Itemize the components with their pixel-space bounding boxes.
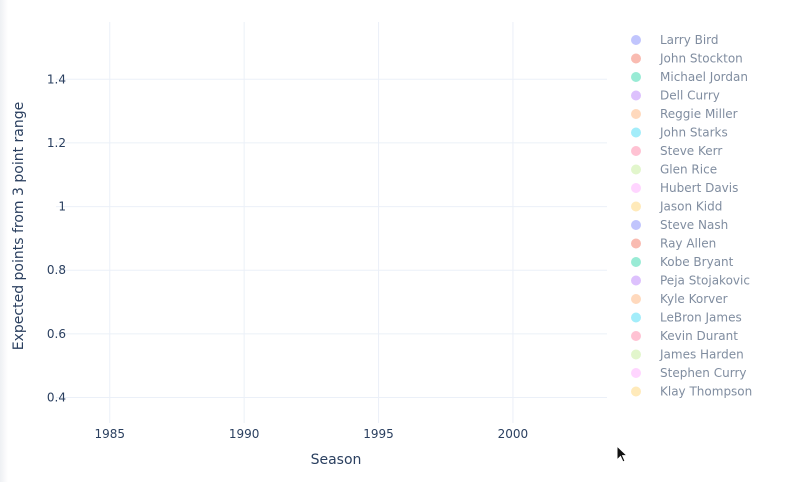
legend-label: Larry Bird <box>660 33 719 47</box>
legend-label: James Harden <box>659 348 744 362</box>
legend-marker <box>631 331 641 341</box>
legend-marker <box>631 349 641 360</box>
legend-label: John Stockton <box>659 52 743 66</box>
legend-item[interactable]: Reggie Miller <box>631 107 738 121</box>
legend-marker <box>631 53 641 64</box>
legend-item[interactable]: Kyle Korver <box>631 292 728 306</box>
legend-item[interactable]: Michael Jordan <box>631 70 748 84</box>
legend-label: Stephen Curry <box>660 366 746 380</box>
y-tick-label: 0.8 <box>47 263 66 277</box>
legend-label: Ray Allen <box>660 237 716 251</box>
x-tick-label: 2000 <box>498 427 529 441</box>
legend-marker <box>631 90 641 101</box>
legend-label: Steve Kerr <box>660 144 722 158</box>
x-tick-label: 1990 <box>229 427 260 441</box>
legend-label: Reggie Miller <box>660 107 738 121</box>
y-tick-label: 1.2 <box>47 136 66 150</box>
legend-label: John Starks <box>659 126 728 140</box>
y-tick-label: 1 <box>58 200 66 214</box>
legend-label: Kevin Durant <box>660 329 738 343</box>
y-tick-label: 1.4 <box>47 72 66 86</box>
legend-marker <box>631 238 641 249</box>
legend-item[interactable]: Steve Kerr <box>631 144 722 158</box>
legend-marker <box>631 146 641 156</box>
page-edge-shadow <box>0 0 8 482</box>
legend-item[interactable]: Glen Rice <box>631 163 717 177</box>
y-axis-ticks: 0.4 0.6 0.8 1 1.2 1.4 <box>47 72 66 404</box>
legend-label: Peja Stojakovic <box>660 274 750 288</box>
legend-marker <box>631 72 641 82</box>
legend-item[interactable]: Dell Curry <box>631 89 720 103</box>
legend-item[interactable]: LeBron James <box>631 311 742 325</box>
x-tick-label: 1985 <box>94 427 125 441</box>
legend-label: Jason Kidd <box>659 200 722 214</box>
legend-label: Kobe Bryant <box>660 255 734 269</box>
x-axis-ticks: 1985 1990 1995 2000 <box>94 427 528 441</box>
legend-marker <box>631 386 641 397</box>
legend-item[interactable]: Stephen Curry <box>631 366 746 380</box>
legend-item[interactable]: Kevin Durant <box>631 329 738 343</box>
legend-marker <box>631 294 641 304</box>
legend-item[interactable]: Larry Bird <box>631 33 719 47</box>
legend-marker <box>631 368 641 378</box>
legend-label: Glen Rice <box>660 163 717 177</box>
legend-item[interactable]: Ray Allen <box>631 237 716 251</box>
legend-label: Kyle Korver <box>660 292 728 306</box>
x-axis-title: Season <box>311 452 362 468</box>
legend-label: LeBron James <box>660 311 742 325</box>
legend-label: Klay Thompson <box>660 385 752 399</box>
legend-item[interactable]: Jason Kidd <box>631 200 722 214</box>
legend-marker <box>631 312 641 323</box>
legend-item[interactable]: Hubert Davis <box>631 181 738 195</box>
mouse-cursor-icon <box>616 444 629 463</box>
x-tick-label: 1995 <box>363 427 394 441</box>
legend-marker <box>631 275 641 286</box>
legend-item[interactable]: John Starks <box>631 126 728 140</box>
legend-label: Hubert Davis <box>660 181 738 195</box>
y-axis-title: Expected points from 3 point range <box>11 102 27 350</box>
legend-marker <box>631 35 641 45</box>
legend-marker <box>631 257 641 267</box>
legend-marker <box>631 109 641 119</box>
legend-marker <box>631 127 641 138</box>
legend-label: Dell Curry <box>660 89 720 103</box>
y-tick-label: 0.4 <box>47 391 66 405</box>
legend-label: Michael Jordan <box>660 70 748 84</box>
legend-marker <box>631 201 641 212</box>
plot-area[interactable] <box>56 22 607 423</box>
legend-marker <box>631 183 641 193</box>
legend-marker <box>631 220 641 230</box>
legend-label: Steve Nash <box>660 218 728 232</box>
legend-marker <box>631 164 641 175</box>
legend-item[interactable]: John Stockton <box>631 52 743 66</box>
legend-item[interactable]: Klay Thompson <box>631 385 752 399</box>
y-tick-label: 0.6 <box>47 327 66 341</box>
gridlines <box>56 22 607 423</box>
legend-item[interactable]: Kobe Bryant <box>631 255 734 269</box>
plot-background[interactable] <box>56 22 607 423</box>
legend-item[interactable]: James Harden <box>631 348 744 362</box>
legend-item[interactable]: Steve Nash <box>631 218 728 232</box>
legend[interactable]: Larry Bird John Stockton Michael Jordan Del… <box>631 33 752 399</box>
legend-item[interactable]: Peja Stojakovic <box>631 274 750 288</box>
